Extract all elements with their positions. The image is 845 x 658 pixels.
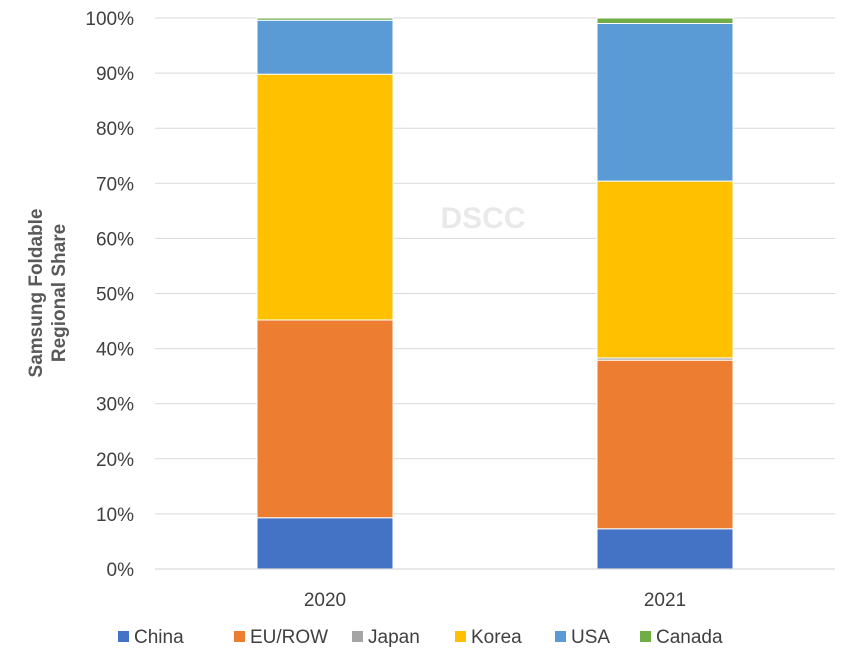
y-axis-label-line-2: Regional Share <box>49 224 70 362</box>
legend-label: China <box>134 627 184 648</box>
x-axis-ticks: 2020 2021 <box>304 590 686 611</box>
y-tick-label: 80% <box>96 119 134 140</box>
bar-segment-usa-2020 <box>256 19 394 75</box>
x-tick-label: 2020 <box>304 590 346 611</box>
legend-label: Japan <box>368 627 420 648</box>
legend-swatch <box>455 631 466 642</box>
bar-segment-canada-2020 <box>256 17 394 21</box>
legend-item-china: China <box>118 627 184 648</box>
legend-swatch <box>555 631 566 642</box>
bar-segment-china-2021 <box>596 528 734 570</box>
legend-swatch <box>234 631 245 642</box>
legend-item-eu-row: EU/ROW <box>234 627 328 648</box>
legend-label: Korea <box>471 627 522 648</box>
y-tick-label: 100% <box>85 9 134 30</box>
y-tick-label: 20% <box>96 450 134 471</box>
legend-label: Canada <box>656 627 723 648</box>
bars <box>256 17 734 570</box>
y-tick-label: 70% <box>96 174 134 195</box>
legend-label: USA <box>571 627 610 648</box>
x-tick-label: 2021 <box>644 590 686 611</box>
y-tick-label: 30% <box>96 395 134 416</box>
legend-swatch <box>118 631 129 642</box>
y-tick-label: 60% <box>96 229 134 250</box>
legend-item-canada: Canada <box>640 627 723 648</box>
bar-segment-korea-2020 <box>256 73 394 321</box>
y-tick-label: 10% <box>96 505 134 526</box>
legend-label: EU/ROW <box>250 627 328 648</box>
watermark: DSCC <box>440 202 525 235</box>
legend-item-korea: Korea <box>455 627 522 648</box>
y-tick-label: 90% <box>96 64 134 85</box>
bar-segment-korea-2021 <box>596 180 734 359</box>
legend-swatch <box>352 631 363 642</box>
bar-segment-usa-2021 <box>596 23 734 182</box>
bar-segment-china-2020 <box>256 517 394 570</box>
bar-segment-canada-2021 <box>596 17 734 25</box>
legend: China EU/ROW Japan Korea USA Canada <box>118 627 723 648</box>
y-tick-label: 0% <box>107 560 135 581</box>
y-tick-label: 50% <box>96 285 134 306</box>
y-axis-ticks: 0% 10% 20% 30% 40% 50% 60% 70% 80% 90% 100% <box>85 9 134 581</box>
legend-item-usa: USA <box>555 627 610 648</box>
y-axis-label-line-1: Samsung Foldable <box>26 209 47 378</box>
legend-swatch <box>640 631 651 642</box>
bar-segment-eu-row-2020 <box>256 319 394 519</box>
legend-item-japan: Japan <box>352 627 420 648</box>
bar-segment-eu-row-2021 <box>596 359 734 530</box>
y-axis-label: Samsung Foldable Regional Share <box>26 209 70 378</box>
y-tick-label: 40% <box>96 340 134 361</box>
